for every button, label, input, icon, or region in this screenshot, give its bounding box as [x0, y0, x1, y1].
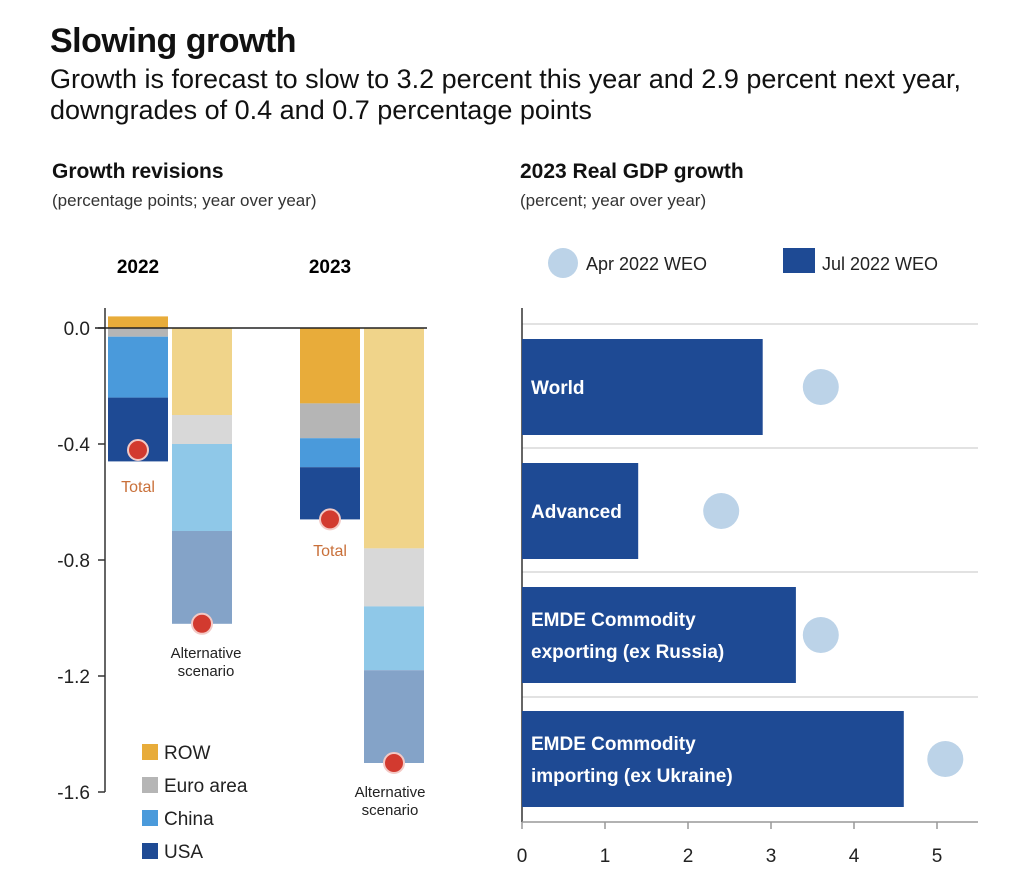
category-label: Advanced: [531, 502, 622, 523]
dot-apr-2022-3: [927, 741, 964, 777]
dot-apr-2022-0: [802, 369, 839, 405]
y-tick-label: -0.4: [57, 435, 90, 456]
alt-scenario-label: Alternative: [355, 784, 426, 801]
legend-label: Apr 2022 WEO: [586, 254, 707, 274]
legend-label: USA: [164, 842, 203, 863]
bar-jul-2022-1: [522, 463, 639, 559]
group-label-2022: 2022: [117, 257, 159, 278]
category-label: EMDE Commodity: [531, 610, 696, 631]
y-tick-label: 0.0: [64, 319, 90, 340]
x-tick-label: 1: [600, 846, 611, 867]
left-chart-subtitle: (percentage points; year over year): [52, 191, 317, 210]
figure-subtitle: Growth is forecast to slow to 3.2 percen…: [50, 64, 961, 125]
bar-segment-2022-alternative-euro-area: [172, 415, 232, 444]
bar-segment-2023-baseline-row: [300, 328, 360, 404]
bar-segment-2023-alternative-euro-area: [364, 548, 424, 607]
y-tick-label: -0.8: [57, 551, 90, 572]
legend-label: Euro area: [164, 776, 248, 797]
bar-segment-2022-alternative-usa: [172, 531, 232, 624]
category-label: importing (ex Ukraine): [531, 766, 733, 787]
legend-swatch-row: [142, 744, 158, 760]
total-dot: [191, 612, 213, 635]
total-dot: [383, 752, 405, 774]
total-dot: [319, 508, 341, 531]
bar-segment-2022-alternative-row: [172, 328, 232, 415]
right-chart-subtitle: (percent; year over year): [520, 191, 707, 210]
figure-title: Slowing growth: [50, 22, 297, 60]
legend-swatch-usa: [142, 843, 158, 859]
bar-jul-2022-2: [522, 587, 796, 683]
right-chart-title: 2023 Real GDP growth: [520, 160, 744, 183]
alt-scenario-label: scenario: [178, 663, 235, 680]
legend-swatch-jul-2022: [783, 248, 815, 273]
legend-swatch-euro-area: [142, 777, 158, 793]
legend-label: ROW: [164, 743, 211, 764]
dot-apr-2022-1: [703, 493, 740, 529]
bar-segment-2023-baseline-china: [300, 438, 360, 468]
group-label-2023: 2023: [309, 257, 351, 278]
bar-segment-2022-baseline-china: [108, 336, 168, 398]
bar-segment-2023-alternative-row: [364, 328, 424, 549]
x-tick-label: 0: [517, 846, 528, 867]
legend-dot-apr-2022: [548, 248, 578, 278]
total-label: Total: [121, 479, 155, 496]
dot-apr-2022-2: [802, 617, 839, 653]
category-label: World: [531, 378, 584, 399]
x-tick-label: 2: [683, 846, 694, 867]
bar-segment-2023-alternative-china: [364, 606, 424, 671]
legend-label: Jul 2022 WEO: [822, 254, 938, 274]
bar-segment-2022-baseline-euro-area: [108, 328, 168, 337]
bar-segment-2022-alternative-china: [172, 444, 232, 531]
category-label: exporting (ex Russia): [531, 642, 724, 663]
legend-swatch-china: [142, 810, 158, 826]
alt-scenario-label: Alternative: [171, 645, 242, 662]
y-tick-label: -1.2: [57, 667, 90, 688]
x-tick-label: 5: [932, 846, 943, 867]
category-label: EMDE Commodity: [531, 734, 696, 755]
legend-label: China: [164, 809, 214, 830]
bar-segment-2023-alternative-usa: [364, 670, 424, 763]
alt-scenario-label: scenario: [362, 802, 419, 819]
total-label: Total: [313, 543, 347, 560]
x-tick-label: 4: [849, 846, 860, 867]
bar-jul-2022-0: [522, 339, 763, 435]
y-tick-label: -1.6: [57, 783, 90, 804]
x-tick-label: 3: [766, 846, 777, 867]
bar-segment-2022-baseline-row: [108, 316, 168, 328]
total-dot: [127, 439, 149, 461]
bar-segment-2023-baseline-euro-area: [300, 403, 360, 439]
left-chart-title: Growth revisions: [52, 160, 224, 183]
bar-jul-2022-3: [522, 711, 904, 807]
